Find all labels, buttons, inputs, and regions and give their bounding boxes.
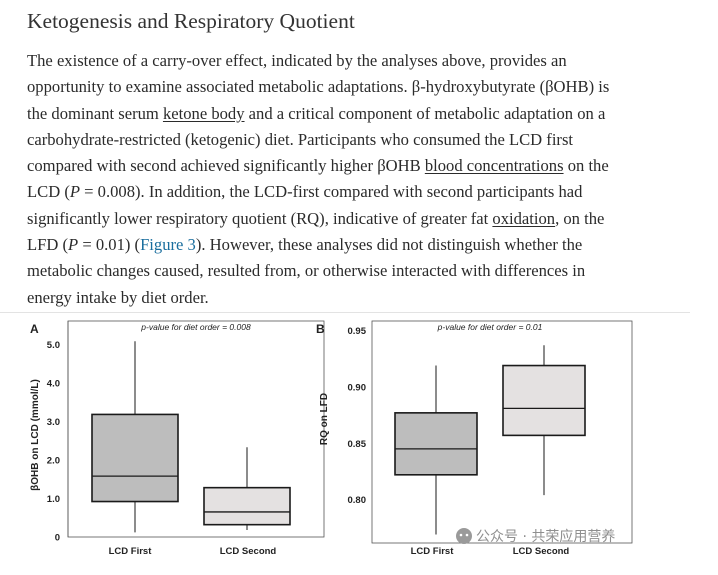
oxidation-link[interactable]: oxidation: [492, 208, 556, 228]
panel-a-title: p-value for diet order = 0.008: [140, 322, 251, 332]
p-symbol: P: [68, 235, 79, 255]
wechat-icon-eye: [459, 533, 463, 537]
panel-b-xtick: LCD First: [411, 546, 455, 557]
ketone-body-link[interactable]: ketone body: [162, 103, 245, 123]
panel-b-ytick: 0.90: [348, 382, 367, 393]
panel-a-xtick: LCD Second: [220, 546, 277, 557]
panel-b: B p-value for diet order = 0.01 RQ on LF…: [316, 320, 633, 557]
paragraph-line: LFD (P = 0.01) (Figure 3). However, thes…: [27, 235, 583, 255]
panel-a-ytick: 3.0: [47, 417, 60, 428]
paragraph-line: LCD (P = 0.008). In addition, the LCD-fi…: [27, 182, 583, 202]
panel-a-xtick: LCD First: [109, 546, 153, 557]
p-symbol: P: [69, 182, 81, 202]
paragraph-line: energy intake by diet order.: [27, 287, 209, 307]
figure-divider: [0, 312, 690, 313]
panel-b-ylabel: RQ on LFD: [319, 393, 330, 445]
paragraph-line: the dominant serum ketone body and a cri…: [27, 103, 606, 123]
panel-a-box: [203, 486, 291, 526]
panel-a-ytick: 2.0: [47, 455, 60, 466]
figure-3[interactable]: A p-value for diet order = 0.008 βOHB on…: [0, 313, 718, 575]
panel-b-ytick: 0.80: [348, 495, 367, 506]
paragraph-line: opportunity to examine associated metabo…: [27, 77, 610, 97]
panel-b-box: [502, 364, 586, 437]
wechat-icon: [456, 528, 472, 544]
section-heading: Ketogenesis and Respiratory Quotient: [27, 9, 355, 33]
panel-a-ytick: 5.0: [47, 340, 60, 351]
panel-b-ytick: 0.95: [348, 326, 367, 337]
panel-a-ylabel: βOHB on LCD (mmol/L): [30, 379, 41, 491]
panel-a-ytick: 4.0: [47, 378, 60, 389]
paragraph-line: significantly lower respiratory quotient…: [27, 208, 605, 228]
blood-concentrations-link[interactable]: blood concentrations: [424, 156, 564, 176]
watermark: 公众号 · 共荣应用营养: [456, 528, 615, 545]
panel-a-ytick: 1.0: [47, 494, 60, 505]
paragraph-line: compared with second achieved significan…: [27, 156, 609, 176]
panel-b-xtick: LCD Second: [513, 546, 570, 557]
paragraph-line: The existence of a carry-over effect, in…: [27, 51, 567, 70]
paragraph-line: metabolic changes caused, resulted from,…: [27, 261, 586, 281]
panel-b-frame: [371, 320, 633, 544]
figure-3-link[interactable]: Figure 3: [140, 235, 196, 255]
panel-a-label: A: [30, 322, 39, 336]
chart-marks: 0 1.0 2.0 3.0 4.0 5.0 0.80 0.85 0.90 0.95: [47, 326, 586, 544]
panel-a-ytick: 0: [55, 533, 60, 544]
panel-a-frame: [67, 320, 325, 538]
panel-a-box: [91, 413, 179, 503]
panel-b-ytick: 0.85: [348, 439, 367, 450]
panel-b-label: B: [316, 322, 325, 336]
panel-b-box: [394, 412, 478, 476]
paragraph-line: carbohydrate-restricted (ketogenic) diet…: [27, 129, 574, 149]
panel-b-title: p-value for diet order = 0.01: [437, 322, 543, 332]
figure-3-chart: A p-value for diet order = 0.008 βOHB on…: [30, 320, 633, 557]
body-paragraph: The existence of a carry-over effect, in…: [27, 48, 695, 311]
wechat-icon-eye: [465, 533, 469, 537]
panel-a: A p-value for diet order = 0.008 βOHB on…: [30, 320, 325, 557]
watermark-text: 公众号 · 共荣应用营养: [476, 528, 615, 545]
